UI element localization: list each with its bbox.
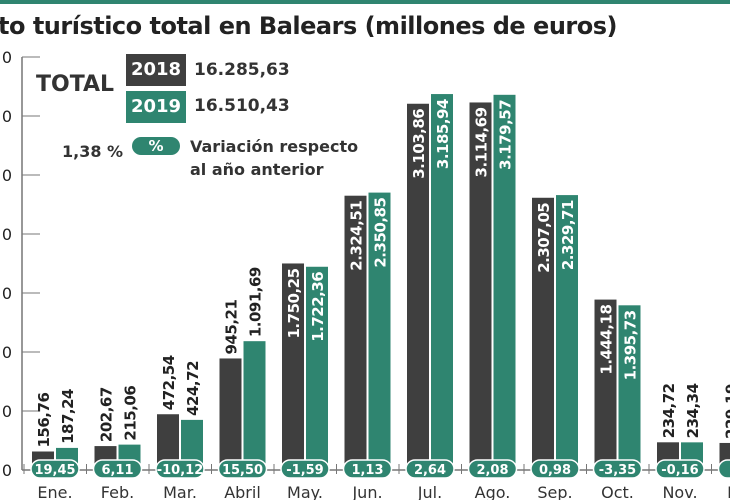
bar-2019 [306,266,328,470]
legend-2018-total: 16.285,63 [194,60,290,80]
bar-2018 [219,358,242,470]
data-label-2018: 3.103,86 [410,109,428,179]
data-label-2018: 472,54 [160,355,178,410]
variation-label: 2,08 [476,463,508,478]
legend-2019-swatch: 2019 [126,91,186,123]
data-label-2019: 1.091,69 [247,267,265,337]
data-label-2018: 202,67 [98,387,116,442]
bar-2018 [469,102,492,470]
legend-variation-value: 1,38 % [62,142,124,161]
x-tick-label: Ago. [475,483,511,500]
bar-2018 [719,442,730,470]
data-label-2019: 424,72 [184,361,202,416]
x-tick-label: Dic. [727,483,730,500]
data-label-2018: 945,21 [223,300,241,355]
variation-label: -0,16 [661,463,698,478]
legend-pct-pill: % [132,137,180,155]
variation-label: 19,45 [34,463,75,478]
legend-note-line2: al año anterior [190,160,324,179]
bar-2019 [431,94,453,470]
data-label-2019: 3.179,57 [497,100,515,170]
data-label-2019: 2.350,85 [372,198,390,268]
legend-2018-swatch: 2018 [126,54,186,86]
legend-2019-total: 16.510,43 [194,96,290,116]
legend-note-line1: Variación respecto [190,137,359,156]
data-label-2018: 234,72 [660,383,678,438]
y-tick-label: 0 [2,284,12,303]
data-label-2019: 2.329,71 [559,200,577,270]
x-tick-label: Oct. [601,483,634,500]
bar-2018 [344,195,367,470]
bar-2019 [556,195,578,470]
variation-label: -1,59 [286,463,323,478]
variation-label: 1,13 [351,463,383,478]
bar-2019 [493,94,516,471]
variation-pill [30,459,80,479]
data-label-2018: 1.750,25 [285,268,303,338]
y-tick-label: 0 [2,343,12,362]
data-label-2019: 3.185,94 [434,99,452,169]
variation-label: -10,12 [157,463,204,478]
variation-pill [405,459,455,479]
variation-pill [467,459,518,479]
variation-label: 6,11 [101,463,133,478]
y-tick-label: 0 [2,107,12,126]
variation-pill [592,459,643,479]
variation-label: 0,98 [539,463,571,478]
data-label-2019: 1.395,73 [622,310,640,380]
variation-pill [92,459,143,479]
data-label-2019: 234,34 [684,383,702,438]
data-label-2018: 2.307,05 [535,203,553,273]
y-tick-label: 0 [2,166,12,185]
data-label-2018: 156,76 [35,393,53,448]
y-tick-label: 0 [2,461,12,480]
bar-2018 [532,197,554,470]
data-label-2018: 1.444,18 [598,305,616,375]
x-tick-label: May. [287,483,323,500]
data-label-2018: 3.114,69 [473,107,491,177]
legend-total-label: TOTAL [36,72,115,97]
data-label-2019: 1.722,36 [309,272,327,342]
x-tick-label: Feb. [101,483,134,500]
bar-2018 [282,263,304,470]
bar-2018 [157,414,179,470]
bar-2018 [594,299,617,470]
x-tick-label: Mar. [163,483,197,500]
x-tick-label: Jun. [351,483,382,500]
x-tick-label: Nov. [662,483,697,500]
y-tick-label: 0 [2,225,12,244]
variation-pill [155,459,205,479]
variation-label: 2,64 [414,463,446,478]
bar-2019 [181,419,203,470]
variation-pill [655,459,705,479]
x-tick-label: Abril [224,483,261,500]
y-tick-label: 0 [2,48,12,67]
bar-2019 [368,192,391,470]
variation-pill [717,459,730,479]
bar-2018 [407,103,429,471]
x-tick-label: Sep. [537,483,572,500]
data-label-2019: 215,06 [122,386,140,441]
data-label-2019: 187,24 [59,389,77,444]
bar-2019 [243,341,266,470]
chart-title: to turístico total en Balears (millones … [0,12,618,40]
x-tick-label: Ene. [37,483,72,500]
variation-pill [342,459,393,479]
variation-pill [530,459,580,479]
variation-pill [217,459,268,479]
variation-label: 15,50 [222,463,263,478]
variation-pill [280,459,330,479]
bar-2019 [618,305,641,470]
y-tick-label: 0 [2,402,12,421]
variation-label: -3,35 [599,463,636,478]
data-label-2018: 2.324,51 [348,201,366,271]
data-label-2018: 229,19 [723,384,730,439]
x-tick-label: Jul. [417,483,442,500]
top-rule [0,0,730,4]
